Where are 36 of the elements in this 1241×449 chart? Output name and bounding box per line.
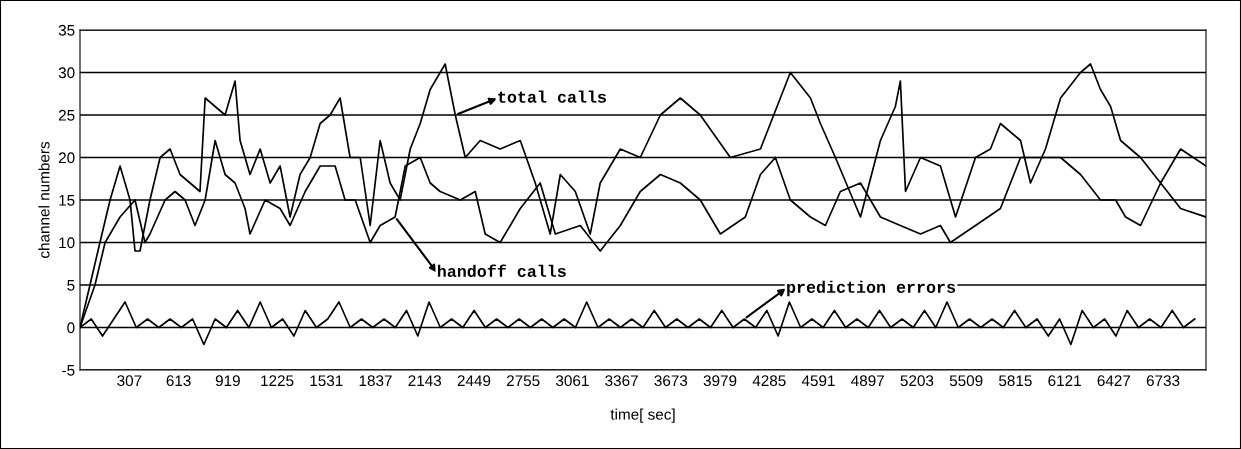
- y-tick-label: 0: [67, 322, 75, 334]
- y-tick-label: 30: [58, 67, 75, 79]
- legend-label: total calls: [498, 90, 606, 103]
- x-axis-title: time[ sec]: [610, 408, 675, 423]
- x-tick-label: 5509: [949, 375, 983, 387]
- x-tick-label: 1531: [310, 375, 343, 387]
- x-tick-label: 5815: [999, 375, 1032, 387]
- x-tick-label: 3367: [605, 375, 638, 387]
- y-tick-label: 25: [58, 109, 75, 121]
- x-tick-label: 919: [215, 375, 240, 387]
- y-axis-title: channel numbers: [38, 141, 50, 258]
- x-tick-label: 6427: [1097, 375, 1131, 387]
- y-tick-label: 10: [59, 237, 75, 249]
- legend-label: prediction errors: [787, 280, 956, 297]
- y-tick-label: 35: [58, 24, 75, 36]
- x-tick-label: 4285: [752, 375, 786, 387]
- x-tick-label: 6733: [1146, 375, 1180, 387]
- legend-label: handoff calls: [437, 264, 566, 278]
- x-tick-label: 3979: [703, 375, 737, 387]
- x-tick-label: 3673: [654, 375, 688, 387]
- x-tick-label: 5203: [900, 375, 934, 387]
- x-tick-label: 2449: [457, 375, 491, 387]
- x-tick-label: 1837: [359, 375, 392, 387]
- y-tick-label: -5: [62, 365, 75, 376]
- y-tick-label: 15: [59, 195, 75, 206]
- x-tick-label: 6121: [1048, 375, 1081, 387]
- y-tick-label: 20: [58, 152, 75, 164]
- x-tick-label: 3061: [555, 375, 589, 387]
- y-tick-label: 5: [67, 280, 75, 291]
- x-tick-label: 1225: [261, 375, 294, 387]
- x-tick-label: 2755: [506, 375, 540, 387]
- x-tick-label: 613: [166, 375, 191, 387]
- x-tick-label: 4591: [801, 375, 835, 387]
- x-tick-label: 307: [117, 375, 142, 387]
- x-tick-label: 2143: [408, 375, 442, 387]
- x-tick-label: 4897: [851, 375, 884, 387]
